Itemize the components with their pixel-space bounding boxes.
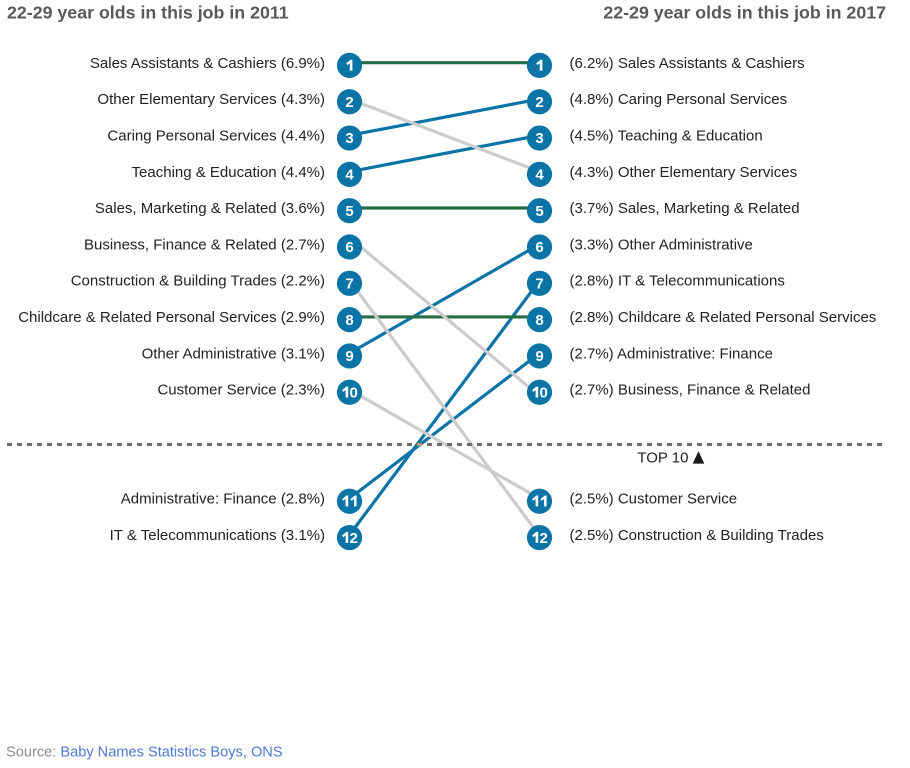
svg-text:6: 6 (345, 239, 353, 256)
svg-text:8: 8 (535, 312, 543, 329)
svg-text:8: 8 (345, 312, 353, 329)
svg-text:0: 0 (539, 384, 547, 401)
svg-text:(4.8%) Caring Personal Service: (4.8%) Caring Personal Services (570, 91, 788, 108)
svg-text:Other Administrative (3.1%): Other Administrative (3.1%) (142, 345, 325, 362)
svg-text:4: 4 (345, 167, 354, 184)
svg-text:Source: Baby Names Statistics: Source: Baby Names Statistics Boys, ONS (6, 745, 283, 761)
svg-text:(3.7%) Sales, Marketing & Rela: (3.7%) Sales, Marketing & Related (570, 200, 800, 217)
svg-text:Sales, Marketing & Related (3.: Sales, Marketing & Related (3.6%) (95, 200, 325, 217)
svg-text:Teaching & Education (4.4%): Teaching & Education (4.4%) (132, 164, 325, 181)
svg-text:Administrative: Finance (2.8%): Administrative: Finance (2.8%) (121, 491, 325, 508)
svg-text:(2.7%) Administrative: Finance: (2.7%) Administrative: Finance (570, 345, 773, 362)
svg-text:Sales Assistants & Cashiers (6: Sales Assistants & Cashiers (6.9%) (90, 55, 325, 72)
svg-text:(2.5%) Customer Service: (2.5%) Customer Service (570, 491, 738, 508)
svg-text:22-29 year olds in this job in: 22-29 year olds in this job in 2011 (7, 3, 289, 23)
svg-text:2: 2 (535, 94, 543, 111)
svg-text:Business, Finance & Related (2: Business, Finance & Related (2.7%) (84, 236, 325, 253)
svg-text:9: 9 (345, 348, 353, 365)
svg-text:(2.8%) IT & Telecommunications: (2.8%) IT & Telecommunications (570, 273, 785, 290)
svg-text:Caring Personal Services (4.4%: Caring Personal Services (4.4%) (107, 127, 325, 144)
svg-text:2: 2 (349, 530, 357, 547)
svg-text:(4.5%) Teaching & Education: (4.5%) Teaching & Education (570, 127, 763, 144)
svg-text:0: 0 (349, 384, 357, 401)
svg-text:9: 9 (535, 348, 543, 365)
svg-text:Childcare & Related Personal S: Childcare & Related Personal Services (2… (18, 309, 325, 326)
svg-text:IT & Telecommunications (3.1%): IT & Telecommunications (3.1%) (110, 527, 325, 544)
svg-text:(2.8%) Childcare & Related Per: (2.8%) Childcare & Related Personal Serv… (570, 309, 877, 326)
svg-text:6: 6 (535, 239, 543, 256)
svg-text:(3.3%) Other Administrative: (3.3%) Other Administrative (570, 236, 753, 253)
svg-text:7: 7 (535, 276, 543, 293)
svg-text:3: 3 (535, 130, 543, 147)
svg-text:7: 7 (345, 276, 353, 293)
svg-text:(2.5%) Construction & Building: (2.5%) Construction & Building Trades (570, 527, 824, 544)
svg-text:Construction & Building Trades: Construction & Building Trades (2.2%) (71, 273, 325, 290)
svg-text:5: 5 (535, 203, 543, 220)
svg-text:(2.7%) Business, Finance & Rel: (2.7%) Business, Finance & Related (570, 382, 811, 399)
svg-text:4: 4 (535, 167, 544, 184)
svg-text:5: 5 (345, 203, 353, 220)
svg-text:Other Elementary Services (4.3: Other Elementary Services (4.3%) (97, 91, 325, 108)
svg-text:(6.2%) Sales Assistants & Cash: (6.2%) Sales Assistants & Cashiers (570, 55, 805, 72)
svg-text:Customer Service (2.3%): Customer Service (2.3%) (157, 382, 325, 399)
svg-text:TOP 10: TOP 10 (637, 450, 688, 467)
svg-text:(4.3%) Other Elementary Servic: (4.3%) Other Elementary Services (570, 164, 798, 181)
svg-text:2: 2 (345, 94, 353, 111)
svg-text:2: 2 (539, 530, 547, 547)
svg-text:22-29 year olds in this job in: 22-29 year olds in this job in 2017 (603, 3, 886, 23)
svg-text:3: 3 (345, 130, 353, 147)
